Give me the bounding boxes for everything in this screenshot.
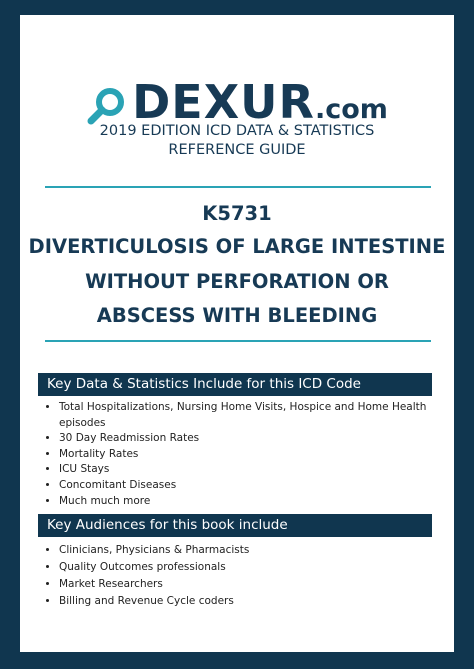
subtitle: REFERENCE GUIDE bbox=[168, 142, 306, 158]
list-item: ICU Stays bbox=[59, 462, 454, 478]
list-item: Clinicians, Physicians & Pharmacists bbox=[59, 542, 249, 559]
list-item: 30 Day Readmission Rates bbox=[59, 431, 454, 447]
divider bbox=[45, 340, 431, 342]
title-line: WITHOUT PERFORATION OR bbox=[85, 270, 389, 293]
title-line: DIVERTICULOSIS OF LARGE INTESTINE bbox=[28, 235, 446, 258]
logo-icon bbox=[87, 87, 125, 124]
list-item: Mortality Rates bbox=[59, 447, 454, 463]
section-heading: Key Data & Statistics Include for this I… bbox=[38, 373, 432, 396]
logo-name: DEXUR bbox=[132, 75, 315, 129]
logo-suffix: .com bbox=[314, 94, 388, 125]
section-list: Total Hospitalizations, Nursing Home Vis… bbox=[38, 400, 454, 509]
list-item: Concomitant Diseases bbox=[59, 478, 454, 494]
icd-code: K5731 bbox=[202, 202, 272, 225]
list-item: Much much more bbox=[59, 494, 454, 510]
list-item: Billing and Revenue Cycle coders bbox=[59, 593, 249, 610]
title-line: ABSCESS WITH BLEEDING bbox=[96, 304, 378, 327]
cover-inner: DEXUR.com 2019 EDITION ICD DATA & STATIS… bbox=[20, 15, 454, 652]
divider bbox=[45, 186, 431, 188]
list-item: Total Hospitalizations, Nursing Home Vis… bbox=[59, 400, 454, 431]
list-item: Quality Outcomes professionals bbox=[59, 559, 249, 576]
section-heading: Key Audiences for this book include bbox=[38, 514, 432, 537]
list-item: Market Researchers bbox=[59, 576, 249, 593]
logo: DEXUR.com bbox=[20, 75, 454, 129]
section-list: Clinicians, Physicians & PharmacistsQual… bbox=[38, 542, 249, 610]
subtitle: 2019 EDITION ICD DATA & STATISTICS bbox=[99, 123, 375, 139]
